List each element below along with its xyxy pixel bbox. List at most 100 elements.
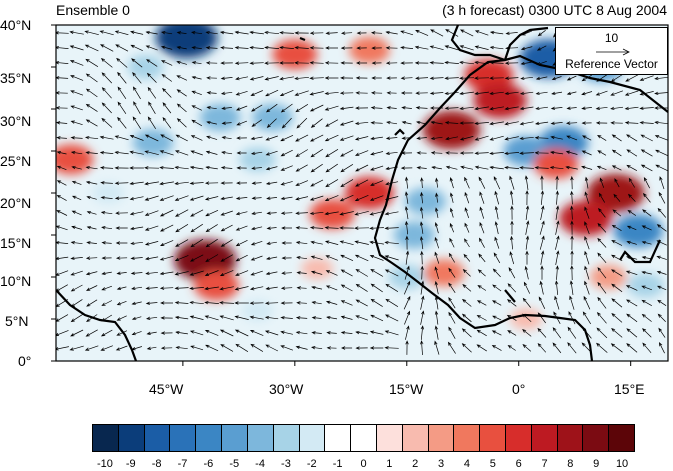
wind-vector-737 — [656, 285, 667, 291]
wind-vector-890 — [491, 344, 502, 351]
wind-vector-849 — [491, 330, 502, 336]
wind-vector-621 — [145, 256, 159, 261]
wind-vector-309 — [385, 136, 398, 140]
wind-vector-524 — [540, 205, 545, 220]
wind-vector-682 — [448, 267, 456, 278]
wind-vector-282 — [595, 121, 608, 125]
colorbar-label-9: -1 — [332, 458, 343, 470]
colorbar-label-17: 7 — [541, 458, 548, 470]
wind-vector-616 — [70, 256, 83, 260]
wind-vector-479 — [479, 191, 485, 204]
wind-vector-24 — [415, 30, 429, 36]
wind-vector-93 — [220, 61, 233, 65]
wind-vector-434 — [420, 177, 424, 189]
wind-vector-229 — [415, 106, 428, 110]
wind-vector-17 — [309, 31, 324, 35]
lat-label-10n: 10°N — [0, 273, 32, 289]
wind-vector-547 — [266, 226, 277, 230]
wind-vector-284 — [624, 121, 639, 125]
wind-vector-839 — [340, 331, 353, 335]
wind-vector-233 — [474, 106, 489, 111]
wind-vector-548 — [281, 226, 292, 230]
wind-vector-559 — [449, 222, 455, 233]
wind-vector-871 — [205, 344, 219, 352]
wind-vector-466 — [280, 196, 293, 201]
wind-vector-226 — [370, 106, 383, 110]
anomaly-blob-24 — [239, 147, 276, 172]
lon-label-15w: 15°W — [389, 381, 424, 397]
wind-vector-83 — [69, 60, 84, 66]
wind-vector-445 — [584, 176, 589, 189]
wind-vector-800 — [370, 314, 384, 322]
wind-vector-477 — [449, 192, 454, 203]
wind-vector-485 — [570, 190, 574, 205]
colorbar-box-3 — [170, 425, 197, 451]
wind-vector-174 — [206, 91, 217, 95]
wind-vector-399 — [504, 165, 520, 170]
wind-vector-216 — [221, 106, 232, 110]
wind-vector-82 — [56, 60, 69, 65]
wind-vector-138 — [279, 76, 294, 81]
wind-vector-265 — [339, 120, 354, 126]
wind-vector-796 — [311, 316, 322, 320]
wind-vector-820 — [56, 330, 69, 336]
wind-vector-397 — [474, 165, 489, 170]
wind-vector-429 — [340, 179, 354, 188]
wind-vector-300 — [250, 136, 263, 141]
anomaly-blob-21 — [132, 129, 174, 157]
anomaly-blob-11 — [586, 173, 645, 213]
anomaly-blob-15 — [309, 199, 355, 229]
wind-vector-418 — [174, 181, 189, 186]
wind-vector-594 — [354, 240, 369, 245]
wind-vector-856 — [596, 327, 608, 339]
wind-vector-278 — [535, 121, 549, 126]
wind-vector-778 — [657, 299, 667, 306]
wind-vector-518 — [449, 207, 454, 218]
wind-vector-415 — [129, 181, 144, 186]
wind-vector-257 — [221, 121, 232, 125]
wind-vector-458 — [159, 195, 174, 201]
wind-vector-842 — [384, 330, 399, 336]
wind-vector-11 — [219, 30, 234, 35]
wind-vector-196 — [535, 91, 548, 96]
wind-vector-764 — [448, 297, 456, 309]
wind-vector-139 — [294, 76, 309, 81]
wind-vector-444 — [570, 175, 574, 190]
wind-vector-889 — [476, 344, 487, 352]
wind-vector-863 — [84, 345, 99, 351]
wind-vector-598 — [419, 235, 424, 250]
lon-label-45w: 45°W — [149, 381, 184, 397]
wind-vector-372 — [100, 166, 114, 170]
colorbar-label-12: 2 — [412, 458, 419, 470]
wind-vector-294 — [160, 134, 174, 142]
wind-vector-178 — [265, 89, 279, 97]
anomaly-blob-26 — [423, 259, 465, 287]
wind-vector-631 — [296, 256, 308, 260]
wind-vector-323 — [597, 134, 607, 141]
wind-vector-384 — [280, 165, 293, 171]
wind-vector-324 — [611, 134, 622, 142]
wind-vector-874 — [250, 343, 264, 352]
wind-vector-802 — [404, 310, 411, 325]
wind-vector-190 — [444, 91, 459, 96]
wind-vector-819 — [657, 313, 666, 322]
wind-vector-204 — [654, 91, 668, 96]
wind-vector-469 — [324, 195, 339, 201]
wind-vector-522 — [510, 205, 514, 220]
wind-vector-550 — [309, 226, 324, 230]
wind-vector-705 — [174, 286, 189, 290]
wind-vector-367 — [640, 149, 653, 157]
wind-vector-624 — [190, 254, 204, 262]
wind-vector-314 — [459, 136, 474, 141]
wind-vector-166 — [85, 88, 98, 98]
wind-vector-316 — [489, 135, 504, 141]
wind-vector-360 — [534, 151, 549, 155]
wind-vector-646 — [525, 250, 529, 265]
wind-vector-340 — [236, 151, 247, 155]
wind-vector-840 — [355, 330, 368, 335]
wind-vector-85 — [100, 58, 113, 68]
wind-vector-430 — [355, 179, 369, 187]
wind-vector-153 — [504, 76, 519, 80]
wind-vector-629 — [265, 256, 278, 261]
wind-vector-275 — [489, 121, 504, 126]
